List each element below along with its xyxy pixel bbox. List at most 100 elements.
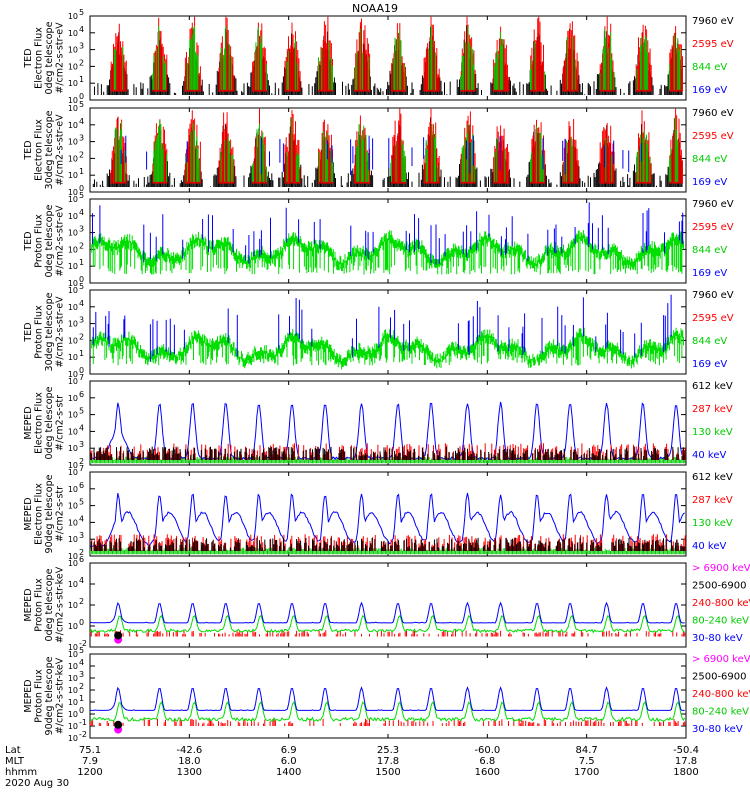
y-tick-label: 10 [68, 104, 78, 113]
y-axis-label-line: TED [23, 231, 34, 251]
legend-entry: 7960 eV [692, 108, 734, 119]
legend-entry: 30-80 keV [692, 724, 743, 735]
y-tick-label: 10 [68, 245, 78, 254]
x-tick-label-hhmm: 1500 [375, 767, 400, 778]
series-green [90, 614, 685, 634]
y-tick-exponent: 0 [79, 618, 84, 627]
series-black [90, 446, 686, 460]
legend-entry: > 6900 keV [692, 654, 750, 665]
series-black [92, 117, 683, 187]
series-green [90, 456, 686, 464]
panel-frame [89, 289, 687, 375]
legend-entry: 240-800 keV [692, 598, 750, 609]
x-tick-label-lat: -60.0 [474, 745, 500, 756]
legend-entry: 130 keV [692, 518, 733, 529]
y-axis-label-line: 30deg telescope [44, 292, 55, 371]
panel-data [90, 601, 686, 644]
y-tick-exponent: 0 [79, 706, 84, 715]
x-row-label-mlt: MLT [5, 756, 25, 767]
y-tick-label: 10 [68, 229, 78, 238]
y-tick-exponent: 2 [79, 332, 84, 341]
x-tick-label-hhmm: 1300 [177, 767, 202, 778]
y-tick-exponent: 4 [79, 576, 84, 585]
x-tick-label-mlt: 17.8 [675, 756, 697, 767]
y-tick-exponent: 3 [79, 670, 84, 679]
panel-frame [89, 653, 687, 739]
y-tick-label: 10 [68, 622, 78, 631]
y-axis-label-line: TED [23, 48, 34, 68]
y-tick-label: 10 [68, 195, 78, 204]
y-tick-exponent: 4 [79, 208, 84, 217]
legend-entry: 7960 eV [692, 16, 734, 27]
y-axis-label-line: Proton Flux [34, 305, 45, 359]
y-tick-label: 10 [68, 336, 78, 345]
y-tick-label: 10 [68, 485, 78, 494]
series-blue [90, 686, 685, 711]
x-tick-label-mlt: 7.9 [82, 756, 98, 767]
y-axis-label-line: 90deg telescope [44, 656, 55, 735]
y-tick-label: 10 [68, 535, 78, 544]
y-tick-label: 10 [68, 303, 78, 312]
y-tick-exponent: 5 [79, 407, 84, 416]
y-tick-label: 10 [68, 722, 78, 731]
x-tick-label-hhmm: 1400 [276, 767, 301, 778]
y-tick-exponent: 4 [79, 658, 84, 667]
series-red [90, 630, 686, 637]
y-tick-exponent: 0 [79, 275, 84, 284]
y-tick-label: 10 [68, 286, 78, 295]
y-tick-label: 10 [68, 353, 78, 362]
y-tick-exponent: 0 [79, 184, 84, 193]
y-tick-exponent: 5 [79, 646, 84, 655]
y-tick-label: 10 [68, 212, 78, 221]
y-tick-label: 10 [68, 686, 78, 695]
series-green [90, 701, 686, 723]
series-blue [120, 135, 642, 176]
y-axis-label-line: 0deg telescope [44, 568, 55, 641]
y-axis-label-line: #/cm2-s-str-keV [55, 657, 66, 734]
y-tick-exponent: 3 [79, 225, 84, 234]
y-tick-label: 10 [68, 96, 78, 105]
y-tick-exponent: 2 [79, 150, 84, 159]
x-tick-label-hhmm: 1600 [475, 767, 500, 778]
panel-data [90, 686, 686, 734]
x-tick-label-lat: 6.9 [281, 745, 297, 756]
y-tick-label: 10 [68, 650, 78, 659]
y-tick-label: 10 [68, 468, 78, 477]
y-tick-label: 10 [68, 734, 78, 743]
series-blue [90, 492, 685, 548]
series-green [115, 118, 679, 182]
y-axis-label-line: 0deg telescope [44, 21, 55, 94]
series-blue [92, 202, 684, 265]
date-label: 2020 Aug 30 [5, 778, 69, 789]
y-tick-exponent: 0 [79, 366, 84, 375]
y-tick-label: 10 [68, 320, 78, 329]
y-tick-label: 10 [68, 262, 78, 271]
y-tick-exponent: 6 [79, 390, 84, 399]
legend-entry: 612 keV [692, 472, 733, 483]
y-axis-label-line: 30deg telescope [44, 110, 55, 189]
legend-entry: 2595 eV [692, 313, 734, 324]
y-tick-exponent: 3 [79, 531, 84, 540]
y-tick-exponent: 7 [79, 464, 84, 473]
panel-data [92, 108, 683, 187]
y-axis-label-line: MEPED [23, 588, 34, 621]
y-tick-exponent: 3 [79, 134, 84, 143]
y-axis-label-line: MEPED [23, 406, 34, 439]
legend-entry: > 6900 keV [692, 563, 750, 574]
legend-entry: 2595 eV [692, 222, 734, 233]
legend-entry: 844 eV [692, 336, 727, 347]
x-tick-label-hhmm: 1200 [77, 767, 102, 778]
y-tick-exponent: 4 [79, 423, 84, 432]
y-tick-label: 10 [68, 710, 78, 719]
legend-entry: 2595 eV [692, 39, 734, 50]
legend-entry: 169 eV [692, 85, 727, 96]
x-row-label-lat: Lat [5, 745, 21, 756]
panel-data [90, 401, 686, 464]
y-tick-exponent: 1 [79, 694, 84, 703]
